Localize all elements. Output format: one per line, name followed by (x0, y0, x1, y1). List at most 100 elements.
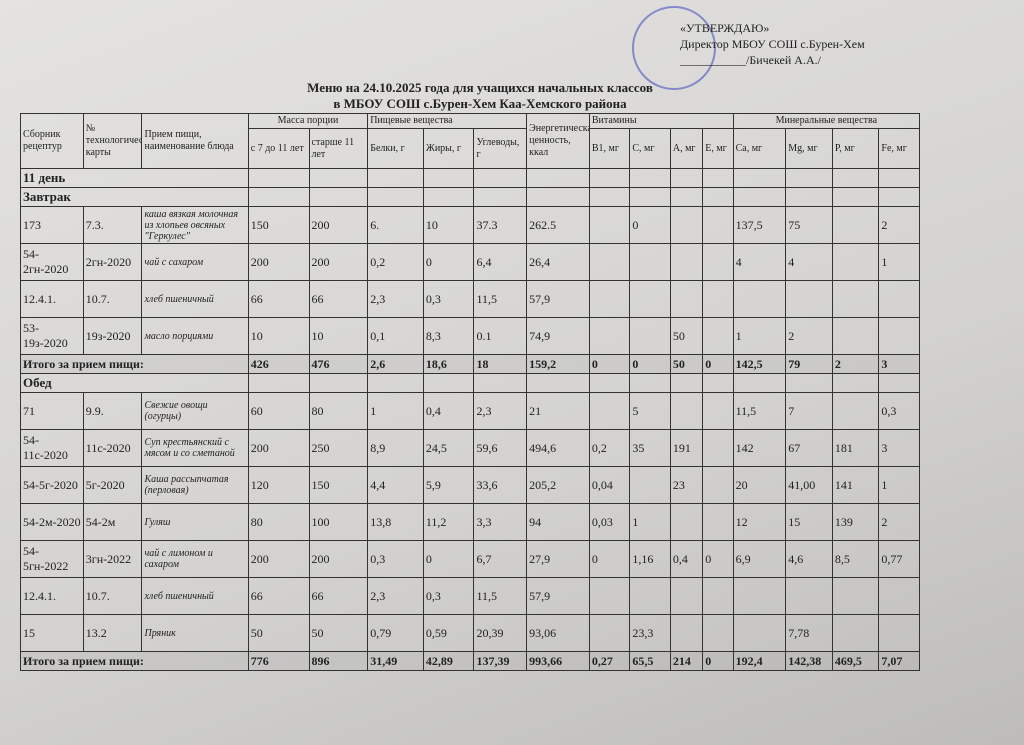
header-cell: Ca, мг (732, 128, 787, 169)
signature: ___________/Бичекей А.А./ (680, 53, 821, 67)
cell: 21 (526, 392, 590, 430)
section-label: 11 день (20, 168, 249, 188)
section-label: Обед (20, 373, 249, 393)
total-cell: 3 (878, 354, 920, 374)
cell: 23 (669, 466, 704, 504)
dish-row: 54-5гн-2022 3гн-2022 чай с лимоном и сахар… (20, 540, 920, 578)
header-cell: Масса порции (247, 113, 369, 129)
cell: 66 (247, 577, 310, 615)
cell: 74,9 (526, 317, 590, 355)
cell (629, 466, 671, 504)
cell: 0,04 (588, 466, 631, 504)
cell: 54-2м-2020 (20, 503, 84, 541)
cell: 0.1 (473, 317, 528, 355)
cell: 150 (247, 206, 310, 244)
cell: 0,4 (422, 392, 475, 430)
section-label: Завтрак (20, 187, 249, 207)
cell: 2 (878, 503, 920, 541)
cell: 205,2 (526, 466, 590, 504)
empty-cell (785, 168, 833, 188)
cell: 2,3 (367, 280, 424, 318)
cell: 11,5 (473, 577, 528, 615)
cell: 2,3 (473, 392, 528, 430)
empty-cell (473, 168, 528, 188)
cell: 5г-2020 (82, 466, 143, 504)
title-line: Меню на 24.10.2025 года для учащихся нач… (307, 80, 653, 95)
header-cell: Mg, мг (785, 128, 833, 169)
cell: 11,2 (422, 503, 475, 541)
cell (629, 577, 671, 615)
cell: 1 (367, 392, 424, 430)
cell: 7 (785, 392, 833, 430)
total-cell: 0 (588, 354, 631, 374)
cell: 20 (732, 466, 787, 504)
header-cell: Белки, г (367, 128, 424, 169)
cell: 13.2 (82, 614, 143, 652)
cell: 191 (669, 429, 704, 467)
cell: 200 (247, 540, 310, 578)
cell: 20,39 (473, 614, 528, 652)
cell: 200 (308, 206, 369, 244)
cell: 1 (878, 466, 920, 504)
cell: 0 (629, 206, 671, 244)
cell: 2гн-2020 (82, 243, 143, 281)
cell: 7,78 (785, 614, 833, 652)
cell: 5 (629, 392, 671, 430)
cell (785, 280, 833, 318)
cell: 41,00 (785, 466, 833, 504)
empty-cell (785, 373, 833, 393)
cell (732, 614, 787, 652)
dish-name: Суп крестьянский с мясом и со сметаной (141, 429, 249, 467)
cell: 6,7 (473, 540, 528, 578)
cell: 94 (526, 503, 590, 541)
cell: 80 (308, 392, 369, 430)
cell (702, 317, 734, 355)
section-row: Завтрак (20, 187, 920, 207)
empty-cell (526, 187, 590, 207)
empty-cell (732, 187, 787, 207)
dish-name: Свежие овощи (огурцы) (141, 392, 249, 430)
total-cell: 42,89 (422, 651, 475, 671)
cell (588, 577, 631, 615)
cell: 262.5 (526, 206, 590, 244)
empty-cell (702, 187, 734, 207)
total-cell: 0,27 (588, 651, 631, 671)
cell: 75 (785, 206, 833, 244)
cell (669, 392, 704, 430)
cell: 200 (308, 243, 369, 281)
total-cell: 0 (702, 651, 734, 671)
empty-cell (473, 187, 528, 207)
empty-cell (785, 187, 833, 207)
total-row: Итого за прием пищи: 776 896 31,49 42,89 137,… (20, 651, 920, 671)
total-row: Итого за прием пищи: 426 476 2,6 18,6 18 159,2… (20, 354, 920, 374)
empty-cell (247, 373, 310, 393)
empty-cell (831, 373, 880, 393)
cell: 0,2 (588, 429, 631, 467)
cell: 54-2гн-2020 (20, 243, 84, 281)
cell (669, 280, 704, 318)
total-cell: 2 (831, 354, 880, 374)
empty-cell (629, 373, 671, 393)
empty-cell (831, 168, 880, 188)
dish-name: чай с лимоном и сахаром (141, 540, 249, 578)
cell (588, 206, 631, 244)
dish-name: Пряник (141, 614, 249, 652)
empty-cell (247, 187, 310, 207)
cell: 0 (422, 243, 475, 281)
cell: 54-2м (82, 503, 143, 541)
cell: 0 (702, 540, 734, 578)
total-cell: 7,07 (878, 651, 920, 671)
cell: 50 (669, 317, 704, 355)
cell: 50 (308, 614, 369, 652)
cell: 54-5гн-2022 (20, 540, 84, 578)
cell: 181 (831, 429, 880, 467)
total-cell: 214 (669, 651, 704, 671)
empty-cell (669, 373, 704, 393)
cell: 11с-2020 (82, 429, 143, 467)
cell (629, 317, 671, 355)
empty-cell (526, 373, 590, 393)
cell: 57,9 (526, 280, 590, 318)
cell: 11,5 (473, 280, 528, 318)
cell (785, 577, 833, 615)
